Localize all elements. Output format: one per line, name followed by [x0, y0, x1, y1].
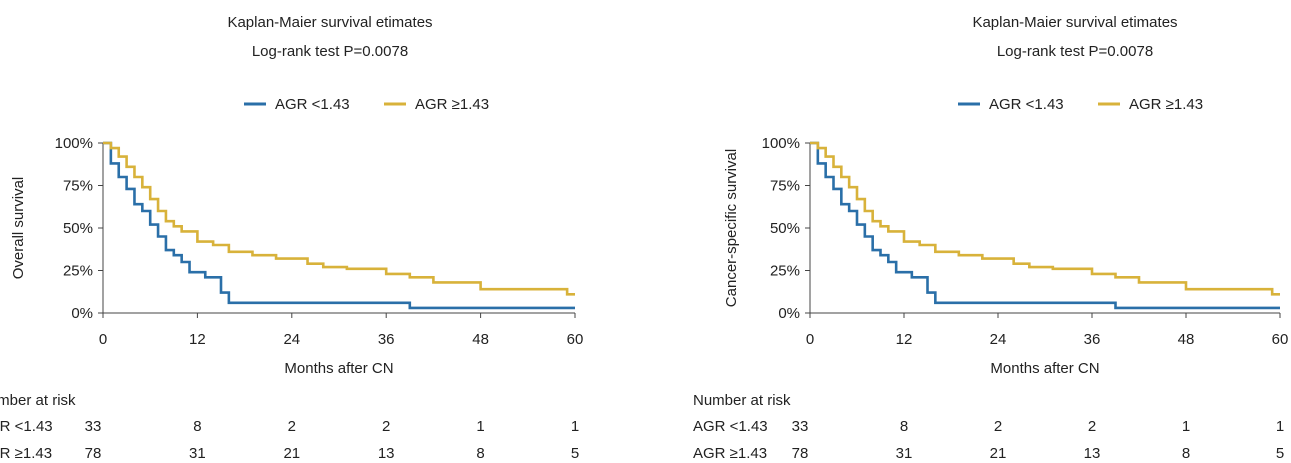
risk-table-value: 1 — [1182, 418, 1190, 435]
y-tick-label: 25% — [63, 263, 93, 280]
x-tick-label: 60 — [1272, 331, 1289, 348]
risk-table-value: 1 — [571, 418, 579, 435]
y-axis-label: Overall survival — [10, 177, 27, 280]
x-tick-label: 0 — [99, 331, 107, 348]
risk-table-value: 8 — [1182, 445, 1190, 462]
risk-table-value: 13 — [1084, 445, 1101, 462]
risk-table-header: Number at risk — [0, 392, 76, 409]
risk-table-value: 1 — [1276, 418, 1284, 435]
x-tick-label: 24 — [283, 331, 300, 348]
chart-overall-survival: Kaplan-Maier survival etimates Log-rank t… — [0, 14, 584, 462]
risk-table-row-label: AGR ≥1.43 — [0, 445, 52, 462]
x-tick-label: 12 — [896, 331, 913, 348]
legend-label-1: AGR ≥1.43 — [1129, 96, 1203, 113]
y-tick-label: 50% — [63, 220, 93, 237]
risk-table-value: 1 — [476, 418, 484, 435]
y-tick-label: 100% — [762, 135, 800, 152]
risk-table-value: 21 — [990, 445, 1007, 462]
risk-table-value: 2 — [1088, 418, 1096, 435]
risk-table-value: 13 — [378, 445, 395, 462]
legend-label-1: AGR ≥1.43 — [415, 96, 489, 113]
survival-curve-agr-high — [103, 141, 575, 296]
x-tick-label: 60 — [567, 331, 584, 348]
risk-table-value: 21 — [283, 445, 300, 462]
x-tick-label: 36 — [378, 331, 395, 348]
y-tick-label: 0% — [71, 305, 93, 322]
chart-title: Kaplan-Maier survival etimates — [972, 14, 1177, 31]
y-tick-label: 0% — [778, 305, 800, 322]
x-axis-label: Months after CN — [284, 360, 393, 377]
x-tick-label: 24 — [990, 331, 1007, 348]
x-axis-label: Months after CN — [990, 360, 1099, 377]
chart-panel-overall-survival: Kaplan-Maier survival etimates Log-rank t… — [0, 0, 600, 463]
risk-table-value: 8 — [476, 445, 484, 462]
risk-table-row-label: AGR <1.43 — [693, 418, 768, 435]
y-tick-label: 50% — [770, 220, 800, 237]
x-tick-label: 36 — [1084, 331, 1101, 348]
chart-subtitle: Log-rank test P=0.0078 — [997, 43, 1153, 60]
risk-table-value: 2 — [994, 418, 1002, 435]
legend-label-0: AGR <1.43 — [275, 96, 350, 113]
chart-panel-cancer-specific-survival: Kaplan-Maier survival etimates Log-rank t… — [693, 0, 1291, 463]
y-axis-label: Cancer-specific survival — [723, 149, 740, 307]
chart-cancer-specific-survival: Kaplan-Maier survival etimates Log-rank t… — [693, 14, 1289, 462]
risk-table-row-label: AGR ≥1.43 — [693, 445, 767, 462]
risk-table-header: Number at risk — [693, 392, 791, 409]
y-tick-label: 75% — [63, 178, 93, 195]
y-tick-label: 25% — [770, 263, 800, 280]
risk-table-value: 31 — [896, 445, 913, 462]
risk-table-value: 8 — [193, 418, 201, 435]
chart-subtitle: Log-rank test P=0.0078 — [252, 43, 408, 60]
x-tick-label: 12 — [189, 331, 206, 348]
survival-curve-agr-low — [810, 141, 1280, 310]
risk-table-value: 33 — [85, 418, 102, 435]
legend-label-0: AGR <1.43 — [989, 96, 1064, 113]
risk-table-value: 5 — [1276, 445, 1284, 462]
x-tick-label: 48 — [1178, 331, 1195, 348]
chart-title: Kaplan-Maier survival etimates — [227, 14, 432, 31]
x-tick-label: 48 — [472, 331, 489, 348]
risk-table-value: 78 — [792, 445, 809, 462]
survival-curve-agr-low — [103, 141, 575, 310]
survival-curve-agr-high — [810, 141, 1280, 296]
risk-table-value: 5 — [571, 445, 579, 462]
risk-table-value: 33 — [792, 418, 809, 435]
risk-table-value: 78 — [85, 445, 102, 462]
x-tick-label: 0 — [806, 331, 814, 348]
risk-table-value: 31 — [189, 445, 206, 462]
risk-table-value: 2 — [288, 418, 296, 435]
risk-table-value: 2 — [382, 418, 390, 435]
risk-table-row-label: AGR <1.43 — [0, 418, 53, 435]
y-tick-label: 75% — [770, 178, 800, 195]
risk-table-value: 8 — [900, 418, 908, 435]
y-tick-label: 100% — [55, 135, 93, 152]
